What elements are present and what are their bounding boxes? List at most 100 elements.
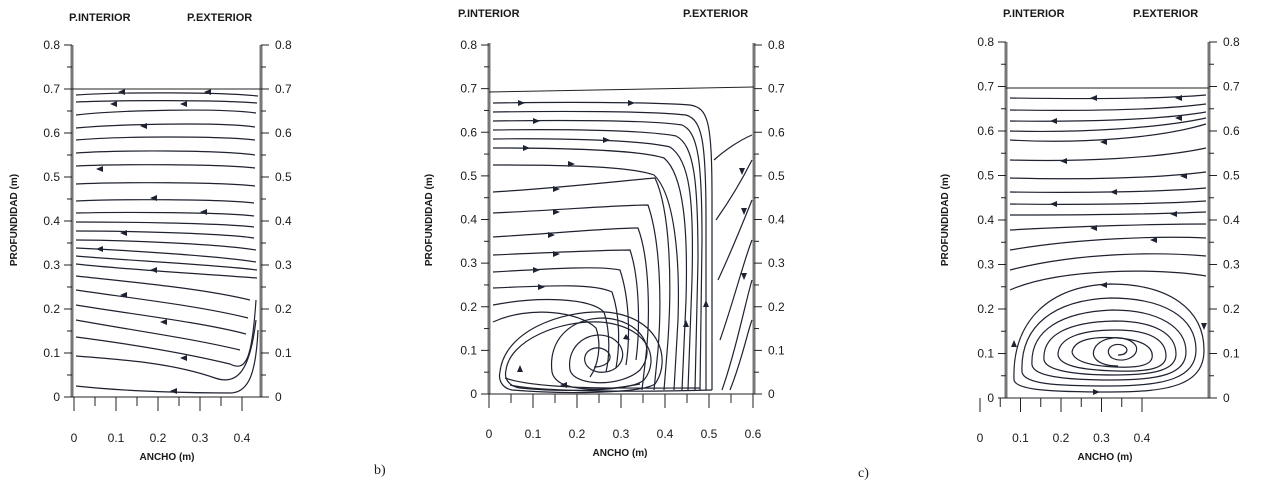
y-tick-label-right: 0.2 bbox=[768, 300, 785, 314]
panel-a-x-axis-label: ANCHO (m) bbox=[140, 452, 195, 463]
panel-b-flow-arrows bbox=[517, 100, 747, 388]
y-tick-label-right: 0.5 bbox=[275, 170, 292, 184]
x-tick-label: 0 bbox=[486, 427, 493, 441]
panel-c-y-ticks-right: 0 0.1 0.2 0.3 0.4 0.5 0.6 0.7 0.8 bbox=[1209, 35, 1240, 405]
y-tick-label-left: 0.6 bbox=[43, 126, 60, 140]
panel-c-y-ticks-left: 0 0.1 0.2 0.3 0.4 0.5 0.6 0.7 0.8 bbox=[977, 35, 1006, 405]
y-tick-label-right: 0.3 bbox=[275, 258, 292, 272]
y-tick-label-left: 0.3 bbox=[460, 256, 477, 270]
y-tick-label-left: 0.1 bbox=[43, 346, 60, 360]
panel-b-free-surface bbox=[488, 86, 755, 93]
x-tick-label: 0.2 bbox=[1053, 431, 1070, 445]
y-tick-label-right: 0.8 bbox=[768, 38, 785, 52]
y-tick-label-left: 0.7 bbox=[43, 82, 60, 96]
x-tick-label: 0.6 bbox=[745, 427, 762, 441]
x-tick-label: 0.1 bbox=[108, 431, 125, 445]
y-tick-label-right: 0.6 bbox=[275, 126, 292, 140]
y-tick-label-right: 0.2 bbox=[275, 302, 292, 316]
panel-c-y-axis-label: PROFUNDIDAD (m) bbox=[940, 174, 951, 266]
y-tick-label-left: 0 bbox=[987, 391, 994, 405]
x-tick-label: 0.5 bbox=[701, 427, 718, 441]
y-tick-label-right: 0.7 bbox=[1223, 80, 1240, 94]
y-tick-label-left: 0.6 bbox=[977, 124, 994, 138]
panel-c-flow-arrows bbox=[1011, 95, 1207, 395]
y-tick-label-right: 0.2 bbox=[1223, 302, 1240, 316]
y-tick-label-right: 0.7 bbox=[768, 82, 785, 96]
y-tick-label-right: 0.4 bbox=[768, 213, 785, 227]
y-tick-label-right: 0 bbox=[275, 390, 282, 404]
x-tick-label: 0.4 bbox=[234, 431, 251, 445]
panel-c-streamlines bbox=[1009, 94, 1207, 393]
panel-b-x-ticks: 0 0.1 0.2 0.3 0.4 0.5 0.6 bbox=[486, 394, 762, 441]
x-tick-label: 0.2 bbox=[150, 431, 167, 445]
y-tick-label-left: 0.6 bbox=[460, 125, 477, 139]
x-tick-label: 0.3 bbox=[613, 427, 630, 441]
panel-b-left-label: P.INTERIOR bbox=[458, 8, 520, 20]
y-tick-label-left: 0.1 bbox=[977, 347, 994, 361]
panel-a-right-label: P.EXTERIOR bbox=[187, 12, 252, 24]
y-tick-label-right: 0.6 bbox=[1223, 124, 1240, 138]
panel-b-y-ticks-left: 0 0.1 0.2 0.3 0.4 0.5 0.6 0.7 0.8 bbox=[460, 38, 489, 401]
y-tick-label-left: 0.2 bbox=[977, 302, 994, 316]
y-tick-label-left: 0.4 bbox=[977, 213, 994, 227]
y-tick-label-right: 0.1 bbox=[768, 343, 785, 357]
panel-a-x-ticks: 0 0.1 0.2 0.3 0.4 bbox=[71, 397, 251, 445]
y-tick-label-left: 0.5 bbox=[43, 170, 60, 184]
panel-a-y-ticks-right: 0 0.1 0.2 0.3 0.4 0.5 0.6 0.7 0.8 bbox=[261, 38, 292, 404]
y-tick-label-left: 0.4 bbox=[43, 214, 60, 228]
panel-b: P.INTERIOR P.EXTERIOR PROFUNDIDAD (m) AN… bbox=[424, 8, 785, 459]
y-tick-label-right: 0.6 bbox=[768, 125, 785, 139]
panel-a-streamlines bbox=[75, 92, 259, 394]
panel-c-x-axis-label: ANCHO (m) bbox=[1078, 452, 1133, 463]
x-tick-label: 0.4 bbox=[657, 427, 674, 441]
y-tick-label-left: 0.5 bbox=[977, 169, 994, 183]
panel-c: P.INTERIOR P.EXTERIOR PROFUNDIDAD (m) AN… bbox=[940, 8, 1240, 463]
panel-a-left-label: P.INTERIOR bbox=[69, 12, 131, 24]
x-tick-label: 0 bbox=[71, 431, 78, 445]
y-tick-label-left: 0.3 bbox=[43, 258, 60, 272]
panel-c-right-label: P.EXTERIOR bbox=[1133, 8, 1198, 20]
y-tick-label-right: 0.8 bbox=[275, 38, 292, 52]
x-tick-label: 0.4 bbox=[1134, 431, 1151, 445]
y-tick-label-left: 0.1 bbox=[460, 343, 477, 357]
y-tick-label-right: 0 bbox=[1223, 391, 1230, 405]
panel-c-caption: c) bbox=[858, 466, 869, 481]
y-tick-label-left: 0.7 bbox=[977, 80, 994, 94]
y-tick-label-right: 0.5 bbox=[1223, 169, 1240, 183]
y-tick-label-right: 0.4 bbox=[275, 214, 292, 228]
y-tick-label-left: 0.8 bbox=[977, 35, 994, 49]
y-tick-label-right: 0.7 bbox=[275, 82, 292, 96]
x-tick-label: 0.2 bbox=[569, 427, 586, 441]
y-tick-label-right: 0.1 bbox=[275, 346, 292, 360]
y-tick-label-left: 0.2 bbox=[43, 302, 60, 316]
panel-c-left-label: P.INTERIOR bbox=[1003, 8, 1065, 20]
y-tick-label-right: 0.4 bbox=[1223, 213, 1240, 227]
y-tick-label-right: 0.1 bbox=[1223, 347, 1240, 361]
y-tick-label-left: 0.3 bbox=[977, 258, 994, 272]
panel-a-y-ticks-left: 0 0.1 0.2 0.3 0.4 0.5 0.6 0.7 0.8 bbox=[43, 38, 72, 404]
panel-a-flow-arrows bbox=[96, 89, 211, 394]
x-tick-label: 0 bbox=[977, 431, 984, 445]
panel-b-streamlines bbox=[492, 101, 753, 394]
y-tick-label-left: 0 bbox=[470, 387, 477, 401]
panel-b-right-label: P.EXTERIOR bbox=[683, 8, 748, 20]
y-tick-label-left: 0.8 bbox=[43, 38, 60, 52]
panel-a: P.INTERIOR P.EXTERIOR PROFUNDIDAD (m) AN… bbox=[9, 12, 292, 463]
y-tick-label-left: 0.2 bbox=[460, 300, 477, 314]
y-tick-label-left: 0.5 bbox=[460, 169, 477, 183]
panel-b-y-ticks-right: 0 0.1 0.2 0.3 0.4 0.5 0.6 0.7 0.8 bbox=[754, 38, 785, 401]
panel-b-caption: b) bbox=[374, 463, 386, 478]
x-tick-label: 0.1 bbox=[1012, 431, 1029, 445]
panel-b-x-axis-label: ANCHO (m) bbox=[593, 448, 648, 459]
x-tick-label: 0.3 bbox=[192, 431, 209, 445]
y-tick-label-left: 0.8 bbox=[460, 38, 477, 52]
x-tick-label: 0.1 bbox=[525, 427, 542, 441]
panel-a-y-axis-label: PROFUNDIDAD (m) bbox=[9, 174, 20, 266]
y-tick-label-right: 0.3 bbox=[1223, 258, 1240, 272]
y-tick-label-left: 0 bbox=[53, 390, 60, 404]
panel-b-y-axis-label: PROFUNDIDAD (m) bbox=[424, 174, 435, 266]
panel-c-x-ticks: 0 0.1 0.2 0.3 0.4 bbox=[977, 398, 1151, 445]
y-tick-label-right: 0.8 bbox=[1223, 35, 1240, 49]
y-tick-label-left: 0.4 bbox=[460, 213, 477, 227]
